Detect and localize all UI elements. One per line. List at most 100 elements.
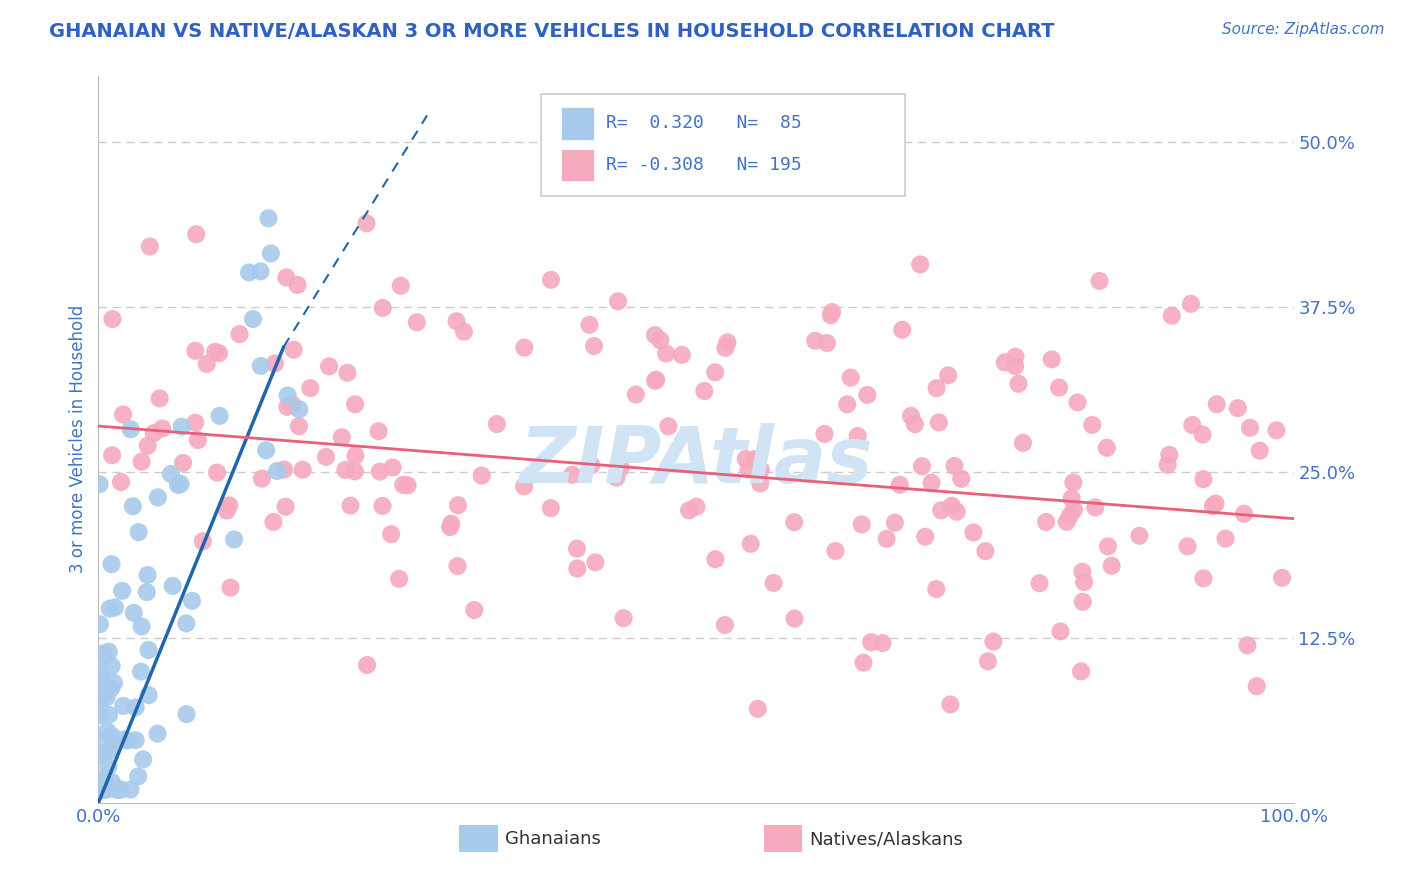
Point	[249, 359, 271, 373]
Point	[650, 334, 672, 348]
Point	[925, 582, 948, 596]
Point	[89, 477, 111, 491]
Point	[876, 532, 898, 546]
Point	[762, 576, 785, 591]
Point	[471, 468, 494, 483]
Point	[184, 416, 207, 430]
Point	[121, 499, 143, 513]
Point	[257, 211, 280, 226]
Point	[93, 732, 115, 747]
Point	[101, 729, 124, 743]
Point	[540, 273, 562, 287]
Point	[388, 572, 411, 586]
Point	[891, 323, 914, 337]
Point	[463, 603, 485, 617]
Point	[129, 665, 152, 679]
Point	[783, 515, 806, 529]
Point	[91, 677, 114, 691]
Point	[93, 782, 115, 797]
Point	[162, 579, 184, 593]
Point	[1101, 558, 1123, 573]
Point	[262, 515, 284, 529]
Point	[104, 600, 127, 615]
Point	[281, 397, 304, 411]
Point	[605, 470, 627, 484]
Point	[578, 318, 600, 332]
Point	[977, 654, 1000, 668]
Point	[127, 769, 149, 783]
Point	[132, 752, 155, 766]
Point	[90, 782, 112, 797]
Point	[242, 312, 264, 326]
Point	[120, 782, 142, 797]
Point	[1007, 376, 1029, 391]
Point	[93, 681, 115, 696]
Point	[100, 659, 122, 673]
Point	[112, 408, 135, 422]
Point	[655, 346, 678, 360]
Point	[344, 397, 367, 411]
Point	[150, 421, 173, 435]
Point	[439, 520, 461, 534]
Point	[704, 365, 727, 379]
Point	[1160, 309, 1182, 323]
Point	[613, 611, 636, 625]
Point	[93, 647, 115, 661]
Point	[288, 419, 311, 434]
Point	[1062, 475, 1084, 490]
Text: R=  0.320   N=  85: R= 0.320 N= 85	[606, 114, 801, 132]
Point	[195, 357, 218, 371]
Point	[98, 601, 121, 615]
Point	[744, 452, 766, 467]
Point	[101, 775, 124, 789]
Point	[120, 422, 142, 436]
Point	[974, 544, 997, 558]
Point	[856, 388, 879, 402]
Point	[1097, 540, 1119, 554]
Text: R= -0.308   N= 195: R= -0.308 N= 195	[606, 155, 801, 174]
Point	[149, 392, 172, 406]
Point	[100, 681, 122, 695]
Point	[1265, 423, 1288, 437]
Bar	[561, 107, 595, 140]
Point	[110, 782, 132, 797]
Point	[911, 459, 934, 474]
Text: Natives/Alaskans: Natives/Alaskans	[810, 830, 963, 848]
Point	[1215, 532, 1237, 546]
Point	[219, 581, 242, 595]
Point	[146, 491, 169, 505]
Point	[582, 339, 605, 353]
Point	[1202, 499, 1225, 513]
Point	[131, 455, 153, 469]
Point	[716, 335, 738, 350]
Point	[983, 634, 1005, 648]
Point	[1156, 458, 1178, 472]
Point	[1035, 515, 1057, 529]
Point	[273, 463, 295, 477]
Point	[889, 477, 911, 491]
Point	[1095, 441, 1118, 455]
Point	[714, 341, 737, 355]
Text: ZIPAtlas: ZIPAtlas	[519, 423, 873, 500]
Point	[89, 747, 111, 762]
Point	[1181, 417, 1204, 432]
Point	[343, 464, 366, 478]
Point	[90, 775, 112, 789]
Point	[657, 419, 679, 434]
Point	[1271, 571, 1294, 585]
Point	[90, 782, 112, 797]
Point	[249, 264, 271, 278]
Point	[565, 541, 588, 556]
Point	[146, 726, 169, 740]
Point	[336, 366, 359, 380]
Point	[97, 645, 120, 659]
Point	[783, 612, 806, 626]
Point	[824, 544, 846, 558]
Point	[96, 690, 118, 705]
Point	[567, 561, 589, 575]
Point	[1028, 576, 1050, 591]
Point	[1081, 417, 1104, 432]
Point	[288, 402, 311, 417]
Point	[125, 700, 148, 714]
Point	[208, 346, 231, 360]
